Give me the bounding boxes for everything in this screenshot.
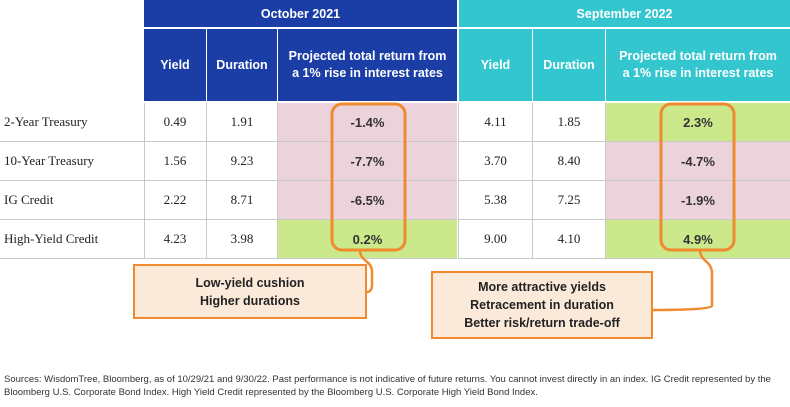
cell-return-oct: 0.2% bbox=[278, 220, 457, 259]
cell-duration-sep: 1.85 bbox=[533, 103, 605, 142]
callout-attractive-yields: More attractive yields Retracement in du… bbox=[431, 271, 653, 339]
row-label: 10-Year Treasury bbox=[0, 142, 144, 181]
highlight-sep-returns bbox=[659, 102, 736, 252]
column-divider bbox=[458, 103, 459, 259]
cell-return-oct: -7.7% bbox=[278, 142, 457, 181]
highlight-oct-returns bbox=[330, 102, 407, 252]
connector-right bbox=[651, 249, 714, 312]
cell-return-sep: -1.9% bbox=[606, 181, 790, 220]
column-divider bbox=[605, 103, 606, 259]
callout-left-line1: Low-yield cushion bbox=[195, 275, 305, 290]
connector-left bbox=[358, 249, 374, 294]
cell-duration-oct: 9.23 bbox=[207, 142, 277, 181]
cell-yield-oct: 0.49 bbox=[144, 103, 206, 142]
cell-duration-sep: 7.25 bbox=[533, 181, 605, 220]
callout-right-line2: Retracement in duration bbox=[470, 298, 614, 312]
callout-right-line1: More attractive yields bbox=[478, 280, 606, 294]
col-header-projected-line2: a 1% rise in interest rates bbox=[622, 66, 774, 80]
cell-yield-sep: 5.38 bbox=[459, 181, 532, 220]
col-header-duration-oct: Duration bbox=[207, 29, 277, 101]
cell-duration-sep: 8.40 bbox=[533, 142, 605, 181]
period-header-october-2021: October 2021 bbox=[144, 0, 457, 27]
row-label: 2-Year Treasury bbox=[0, 103, 144, 142]
col-header-projected-line1: Projected total return from bbox=[619, 49, 777, 63]
callout-low-yield: Low-yield cushion Higher durations bbox=[133, 264, 367, 319]
cell-duration-sep: 4.10 bbox=[533, 220, 605, 259]
cell-duration-oct: 1.91 bbox=[207, 103, 277, 142]
col-header-projected-oct: Projected total return from a 1% rise in… bbox=[278, 29, 457, 101]
col-header-projected-sep: Projected total return from a 1% rise in… bbox=[606, 29, 790, 101]
cell-return-oct: -6.5% bbox=[278, 181, 457, 220]
cell-yield-oct: 1.56 bbox=[144, 142, 206, 181]
col-header-duration-sep: Duration bbox=[533, 29, 605, 101]
column-divider bbox=[206, 103, 207, 259]
cell-yield-oct: 2.22 bbox=[144, 181, 206, 220]
cell-yield-oct: 4.23 bbox=[144, 220, 206, 259]
cell-return-sep: 4.9% bbox=[606, 220, 790, 259]
cell-duration-oct: 8.71 bbox=[207, 181, 277, 220]
cell-return-sep: 2.3% bbox=[606, 103, 790, 142]
cell-return-oct: -1.4% bbox=[278, 103, 457, 142]
source-note: Sources: WisdomTree, Bloomberg, as of 10… bbox=[4, 374, 771, 398]
row-label: High-Yield Credit bbox=[0, 220, 144, 259]
cell-yield-sep: 4.11 bbox=[459, 103, 532, 142]
column-divider bbox=[144, 103, 145, 259]
column-divider bbox=[277, 103, 278, 259]
column-divider bbox=[532, 103, 533, 259]
callout-right-line3: Better risk/return trade-off bbox=[464, 316, 620, 330]
callout-left-line2: Higher durations bbox=[199, 293, 300, 308]
col-header-yield-oct: Yield bbox=[144, 29, 206, 101]
row-label: IG Credit bbox=[0, 181, 144, 220]
period-header-september-2022: September 2022 bbox=[459, 0, 790, 27]
cell-yield-sep: 3.70 bbox=[459, 142, 532, 181]
cell-return-sep: -4.7% bbox=[606, 142, 790, 181]
cell-duration-oct: 3.98 bbox=[207, 220, 277, 259]
col-header-projected-line1: Projected total return from bbox=[288, 49, 447, 63]
col-header-yield-sep: Yield bbox=[459, 29, 532, 101]
col-header-projected-line2: a 1% rise in interest rates bbox=[292, 66, 443, 80]
cell-yield-sep: 9.00 bbox=[459, 220, 532, 259]
